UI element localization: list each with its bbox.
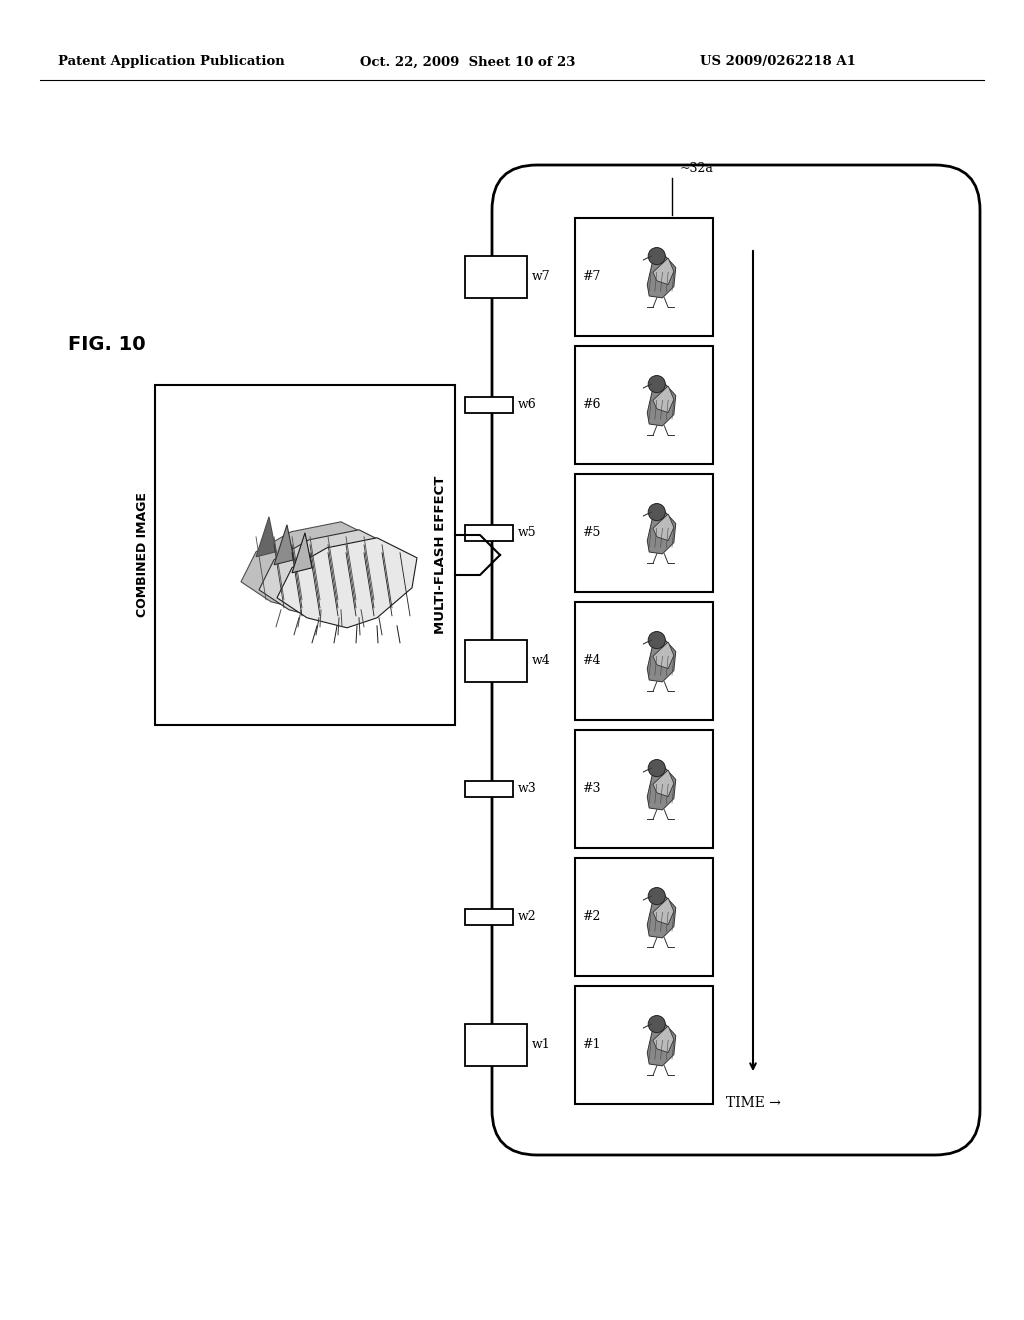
Bar (575, 730, 713, 847)
Polygon shape (647, 768, 676, 810)
Polygon shape (653, 770, 674, 796)
Polygon shape (653, 513, 674, 541)
Bar (465, 397, 513, 413)
Polygon shape (292, 533, 312, 573)
Bar (465, 1024, 527, 1067)
Circle shape (648, 1015, 666, 1032)
Polygon shape (653, 898, 674, 924)
Bar (465, 640, 527, 682)
Bar (575, 858, 713, 975)
Text: w3: w3 (518, 783, 537, 796)
Text: w4: w4 (532, 655, 551, 668)
Polygon shape (274, 525, 294, 565)
Polygon shape (278, 537, 417, 628)
Text: COMBINED IMAGE: COMBINED IMAGE (136, 492, 150, 618)
Bar (575, 218, 713, 337)
Text: Oct. 22, 2009  Sheet 10 of 23: Oct. 22, 2009 Sheet 10 of 23 (360, 55, 575, 69)
Polygon shape (647, 256, 676, 298)
Text: Patent Application Publication: Patent Application Publication (58, 55, 285, 69)
Text: FIG. 10: FIG. 10 (68, 335, 145, 354)
Bar (465, 781, 513, 797)
Polygon shape (653, 1026, 674, 1052)
Circle shape (648, 631, 666, 648)
Circle shape (648, 503, 666, 520)
Circle shape (648, 376, 666, 392)
Circle shape (648, 759, 666, 776)
Bar (155, 385, 455, 725)
Bar (465, 909, 513, 925)
Bar (465, 525, 513, 541)
Polygon shape (647, 896, 676, 939)
Polygon shape (259, 529, 399, 620)
Bar (575, 986, 713, 1104)
Text: #6: #6 (582, 399, 600, 412)
Text: ~32a: ~32a (680, 162, 714, 176)
Polygon shape (653, 257, 674, 285)
Polygon shape (653, 385, 674, 413)
Polygon shape (647, 640, 676, 682)
Text: #5: #5 (582, 527, 600, 540)
Text: #2: #2 (582, 911, 600, 924)
Polygon shape (647, 1024, 676, 1067)
Polygon shape (256, 517, 276, 557)
Text: TIME →: TIME → (726, 1096, 780, 1110)
Polygon shape (647, 384, 676, 426)
Circle shape (648, 248, 666, 264)
Polygon shape (241, 521, 381, 611)
FancyBboxPatch shape (492, 165, 980, 1155)
Bar (465, 256, 527, 298)
Text: #3: #3 (582, 783, 600, 796)
Text: US 2009/0262218 A1: US 2009/0262218 A1 (700, 55, 856, 69)
Text: w2: w2 (518, 911, 537, 924)
Bar (575, 602, 713, 719)
Bar (575, 346, 713, 465)
Text: w5: w5 (518, 527, 537, 540)
Bar (575, 474, 713, 591)
Text: #4: #4 (582, 655, 600, 668)
Text: w6: w6 (518, 399, 537, 412)
Polygon shape (647, 512, 676, 554)
Circle shape (648, 887, 666, 904)
Text: w7: w7 (532, 271, 551, 284)
Text: MULTI-FLASH EFFECT: MULTI-FLASH EFFECT (433, 475, 446, 634)
Text: #1: #1 (582, 1039, 600, 1052)
Text: #7: #7 (582, 271, 600, 284)
Polygon shape (653, 642, 674, 669)
Text: w1: w1 (532, 1039, 551, 1052)
